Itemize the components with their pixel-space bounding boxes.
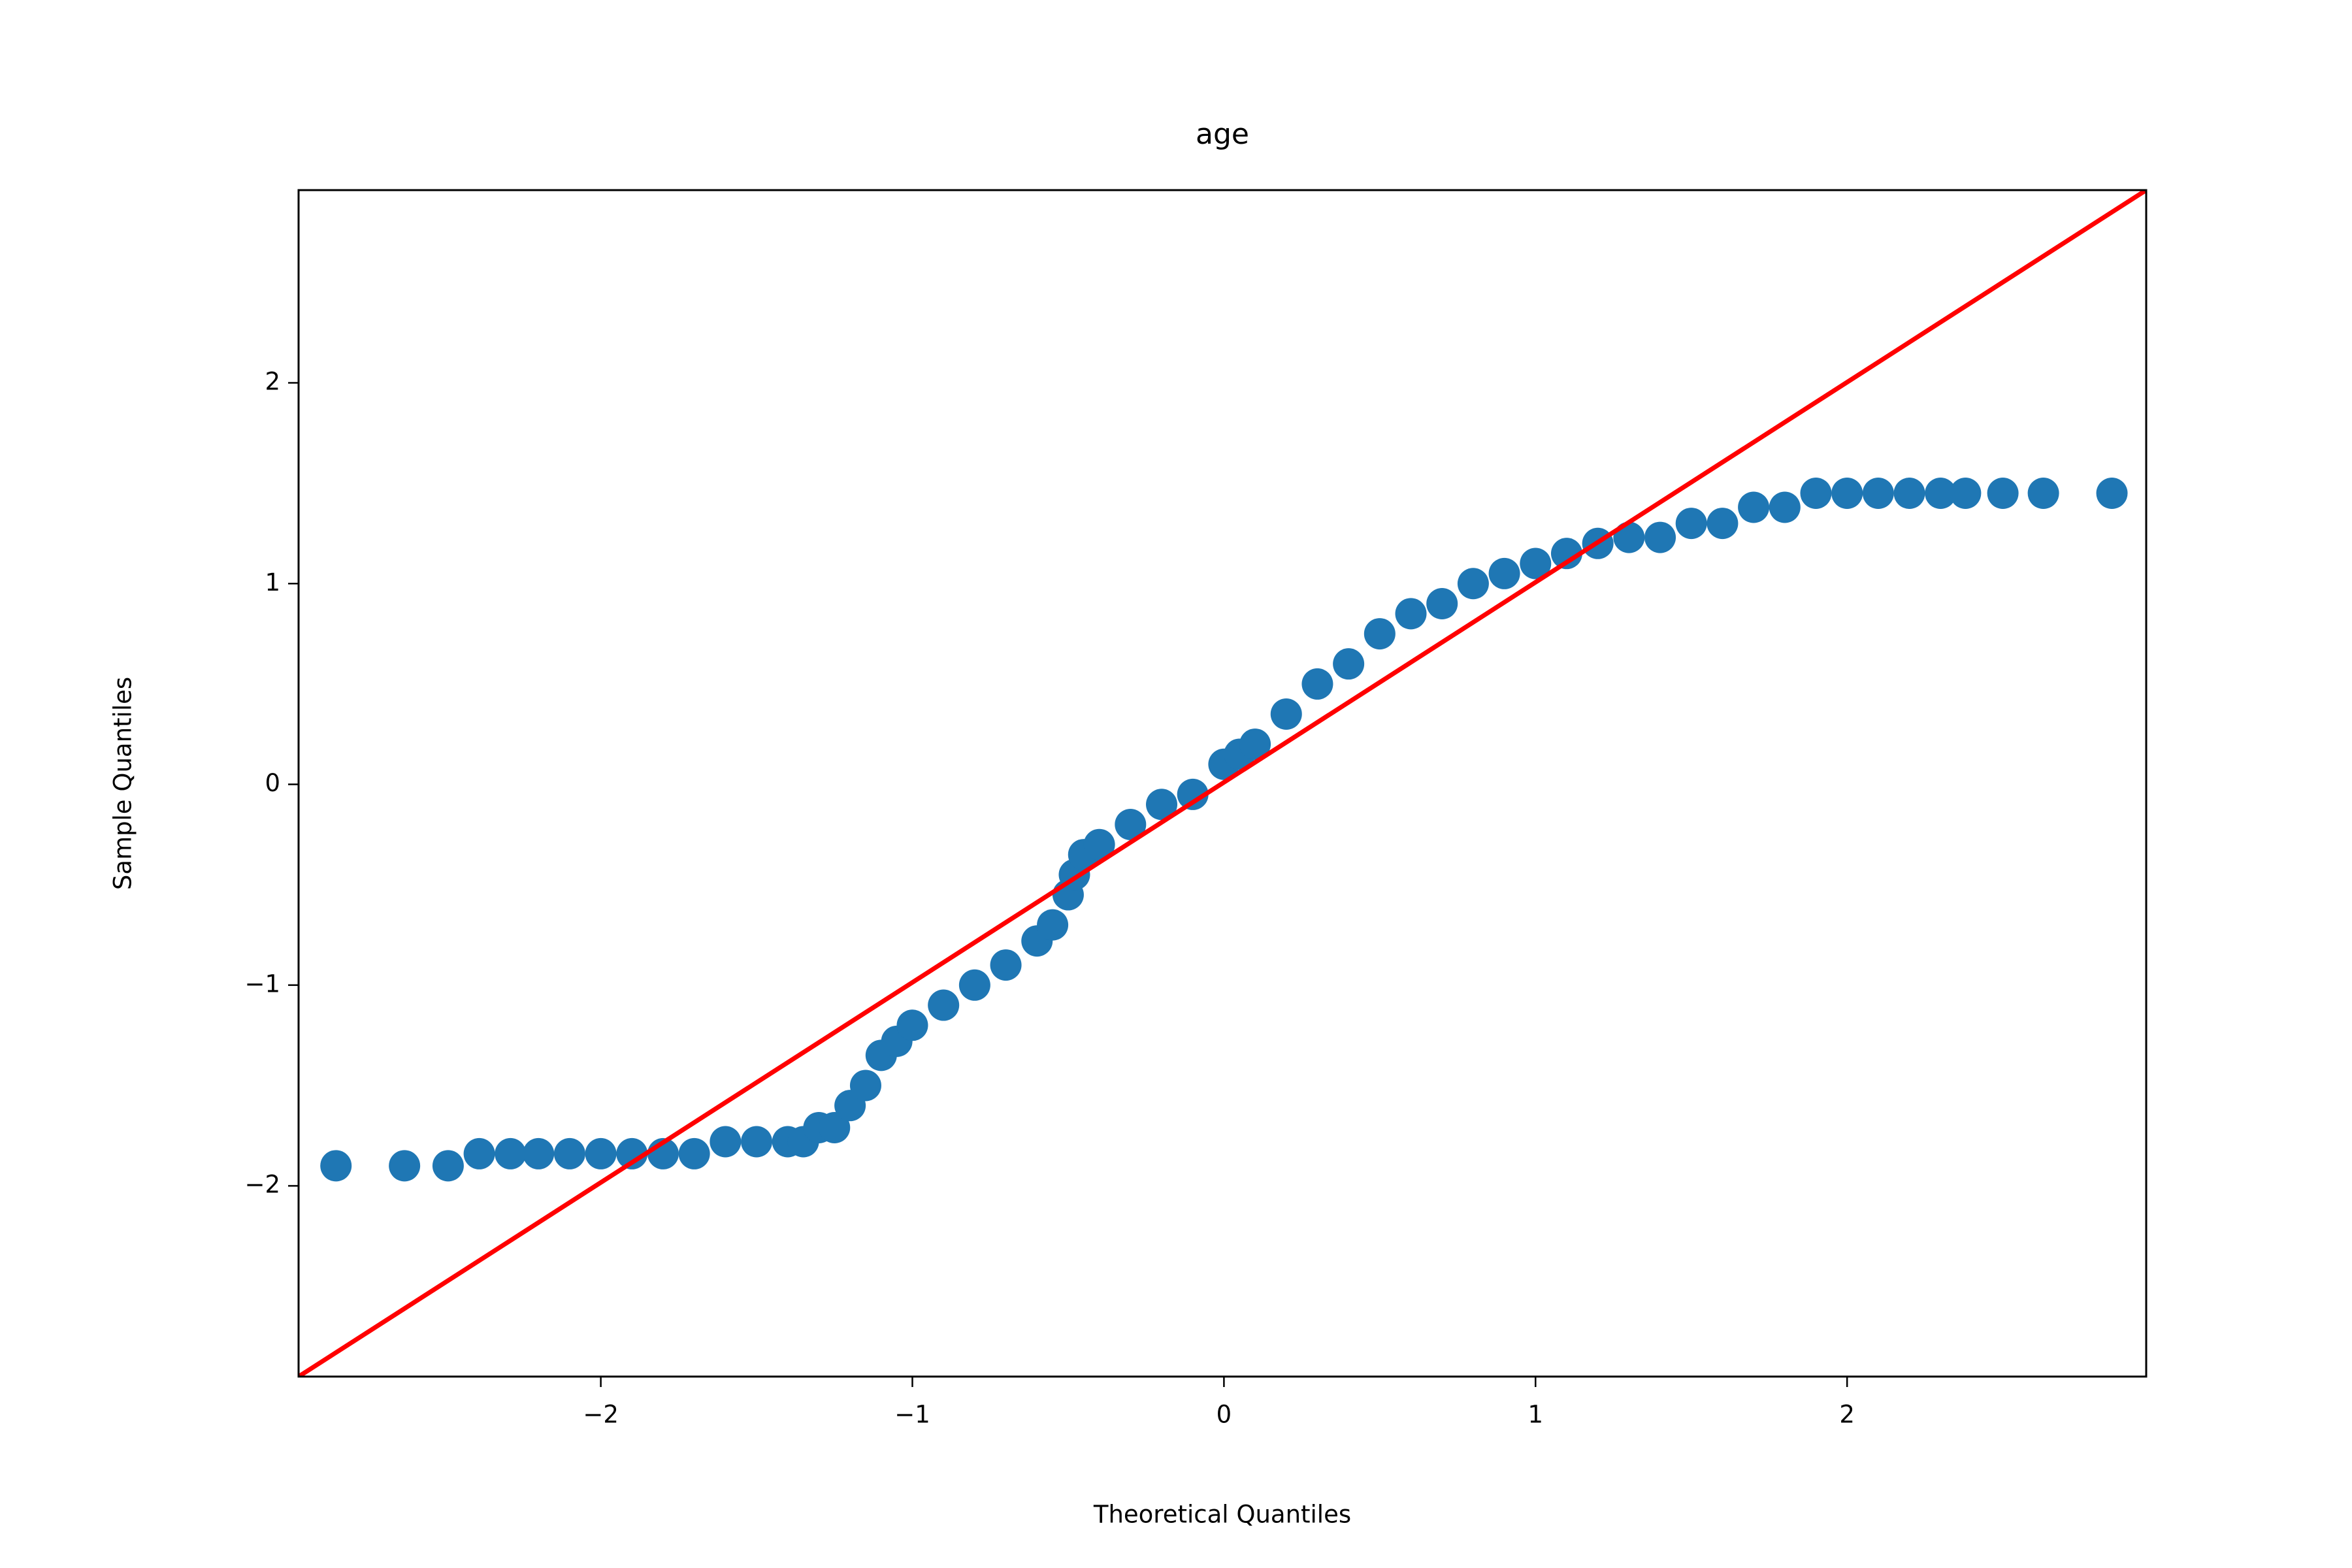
point xyxy=(1426,587,1458,619)
point xyxy=(1364,618,1396,650)
point xyxy=(1457,568,1489,600)
point xyxy=(1550,538,1582,570)
y-tick-label: 0 xyxy=(265,769,280,797)
point xyxy=(1520,547,1552,580)
point xyxy=(320,1150,352,1182)
point xyxy=(1987,477,2019,509)
point xyxy=(389,1150,421,1182)
point xyxy=(553,1137,585,1169)
point xyxy=(1177,778,1209,810)
y-axis-label: Sample Quantiles xyxy=(109,677,137,890)
point xyxy=(928,989,960,1021)
point xyxy=(819,1111,851,1143)
point xyxy=(585,1137,617,1169)
point xyxy=(1333,648,1365,680)
plot-frame xyxy=(297,189,2148,1378)
point xyxy=(2096,477,2128,509)
x-axis-label: Theoretical Quantiles xyxy=(1093,1501,1351,1529)
y-tick-label: 2 xyxy=(265,367,280,395)
point xyxy=(523,1137,555,1169)
point xyxy=(1146,789,1178,821)
point xyxy=(432,1150,464,1182)
point xyxy=(1083,828,1115,860)
reference-line xyxy=(299,190,2146,1377)
point xyxy=(1950,477,1982,509)
point xyxy=(849,1070,881,1102)
point xyxy=(741,1126,773,1158)
x-tick-label: 1 xyxy=(1528,1401,1544,1429)
point xyxy=(495,1137,527,1169)
point xyxy=(1301,668,1333,700)
point xyxy=(1769,491,1801,523)
point xyxy=(990,949,1022,981)
point xyxy=(1800,477,1832,509)
point xyxy=(710,1126,742,1158)
chart-title: age xyxy=(1196,118,1249,151)
point xyxy=(896,1009,928,1041)
point xyxy=(1925,477,1957,509)
point xyxy=(1675,508,1707,540)
point xyxy=(958,969,990,1001)
point xyxy=(1115,808,1147,840)
y-tick-label: −1 xyxy=(244,970,280,998)
point xyxy=(2027,477,2059,509)
point xyxy=(1488,557,1520,589)
point xyxy=(616,1137,648,1169)
point xyxy=(678,1137,710,1169)
point xyxy=(1831,477,1863,509)
point xyxy=(463,1137,495,1169)
x-tick-label: 2 xyxy=(1839,1401,1855,1429)
point xyxy=(1613,521,1645,553)
x-tick-label: 0 xyxy=(1217,1401,1232,1429)
point xyxy=(1037,909,1069,941)
point xyxy=(1862,477,1894,509)
point xyxy=(1707,508,1739,540)
point xyxy=(1270,698,1302,730)
point xyxy=(1644,521,1676,553)
y-tick-label: 1 xyxy=(265,568,280,596)
point xyxy=(1738,491,1770,523)
y-tick-label: −2 xyxy=(244,1171,280,1199)
x-tick-label: −2 xyxy=(583,1401,619,1429)
point xyxy=(1239,728,1271,760)
x-tick-label: −1 xyxy=(894,1401,930,1429)
point xyxy=(1893,477,1925,509)
point xyxy=(1395,598,1427,630)
